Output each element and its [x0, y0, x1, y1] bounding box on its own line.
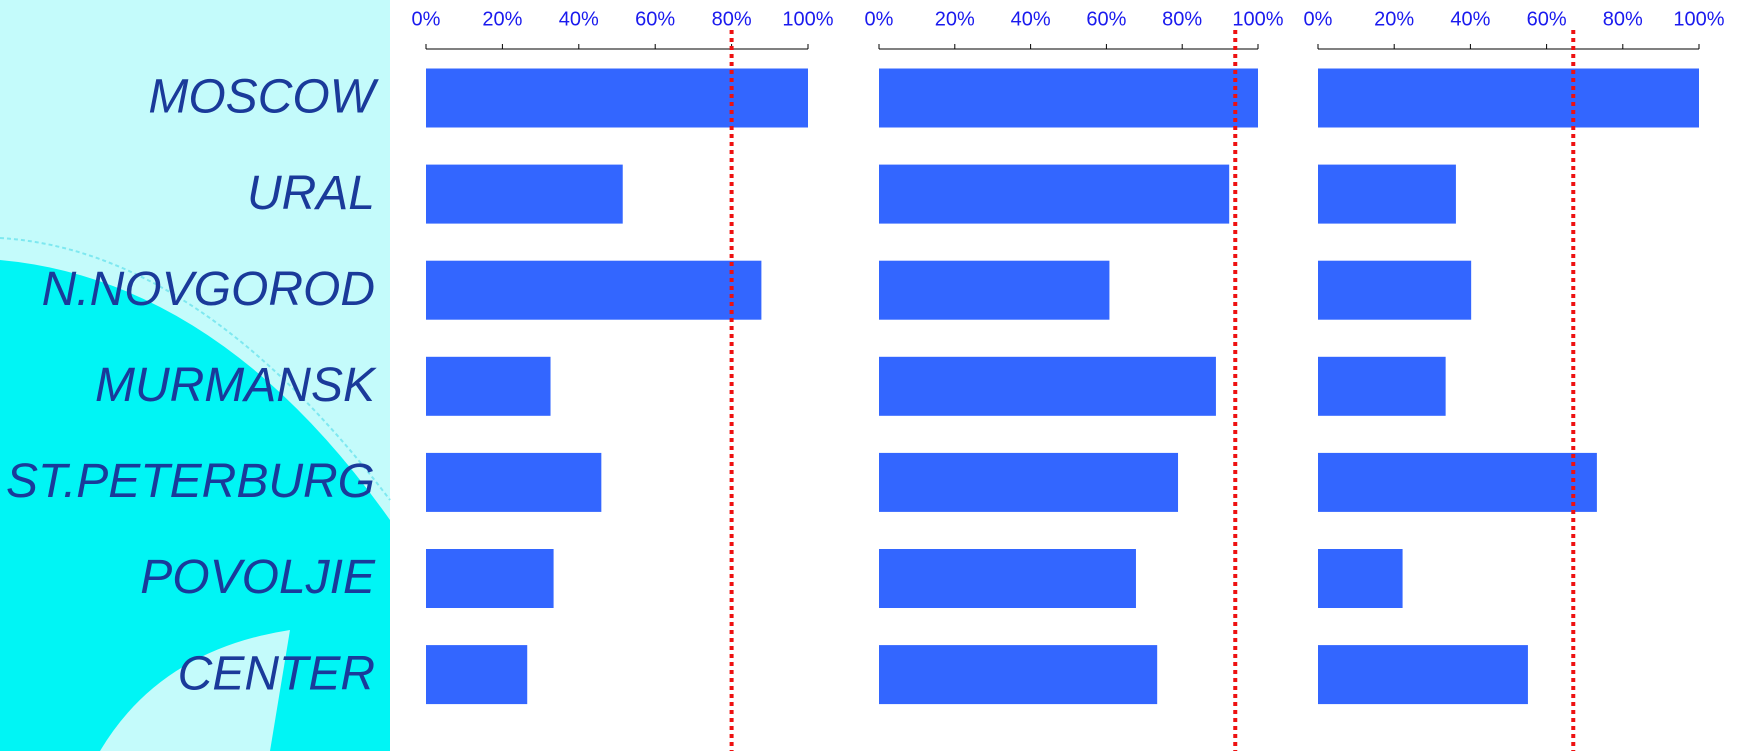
bar: [426, 645, 528, 705]
bar: [426, 260, 762, 320]
x-tick-label: 40%: [1450, 8, 1490, 30]
bar: [1318, 452, 1597, 512]
x-tick-label: 20%: [935, 8, 975, 30]
x-tick-label: 40%: [559, 8, 599, 30]
bar: [426, 549, 554, 608]
x-tick-label: 80%: [712, 8, 752, 30]
bar: [879, 549, 1136, 608]
x-tick-label: 60%: [1527, 8, 1567, 30]
x-tick-label: 80%: [1162, 8, 1202, 30]
x-tick-label: 100%: [1232, 8, 1283, 30]
bar: [426, 68, 808, 128]
bar: [879, 452, 1179, 512]
bar: [879, 164, 1230, 224]
category-label: ST.PETERBURG: [6, 455, 375, 508]
category-label: MOSCOW: [148, 71, 379, 124]
x-tick-label: 0%: [1304, 8, 1333, 30]
x-tick-label: 60%: [1086, 8, 1126, 30]
bar: [879, 356, 1216, 416]
x-tick-label: 20%: [1374, 8, 1414, 30]
x-tick-label: 100%: [1673, 8, 1724, 30]
bar: [426, 356, 551, 416]
bar: [879, 260, 1110, 320]
bar: [1318, 164, 1456, 224]
category-label: POVOLJIE: [140, 551, 376, 604]
bar: [1318, 645, 1528, 705]
bar: [1318, 68, 1699, 128]
x-tick-label: 80%: [1603, 8, 1643, 30]
category-label: MURMANSK: [95, 359, 377, 412]
category-label: CENTER: [178, 647, 375, 700]
bar: [426, 452, 602, 512]
x-tick-label: 100%: [782, 8, 833, 30]
category-label: N.NOVGOROD: [42, 263, 375, 316]
bar: [879, 645, 1158, 705]
bar: [1318, 356, 1446, 416]
bar: [426, 164, 623, 224]
side-panel: [0, 0, 391, 751]
category-label: URAL: [247, 167, 375, 220]
x-tick-label: 20%: [482, 8, 522, 30]
x-tick-label: 0%: [412, 8, 441, 30]
x-tick-label: 60%: [635, 8, 675, 30]
bar: [1318, 549, 1403, 608]
bar: [1318, 260, 1472, 320]
bar: [879, 68, 1258, 128]
x-tick-label: 40%: [1011, 8, 1051, 30]
x-tick-label: 0%: [865, 8, 894, 30]
